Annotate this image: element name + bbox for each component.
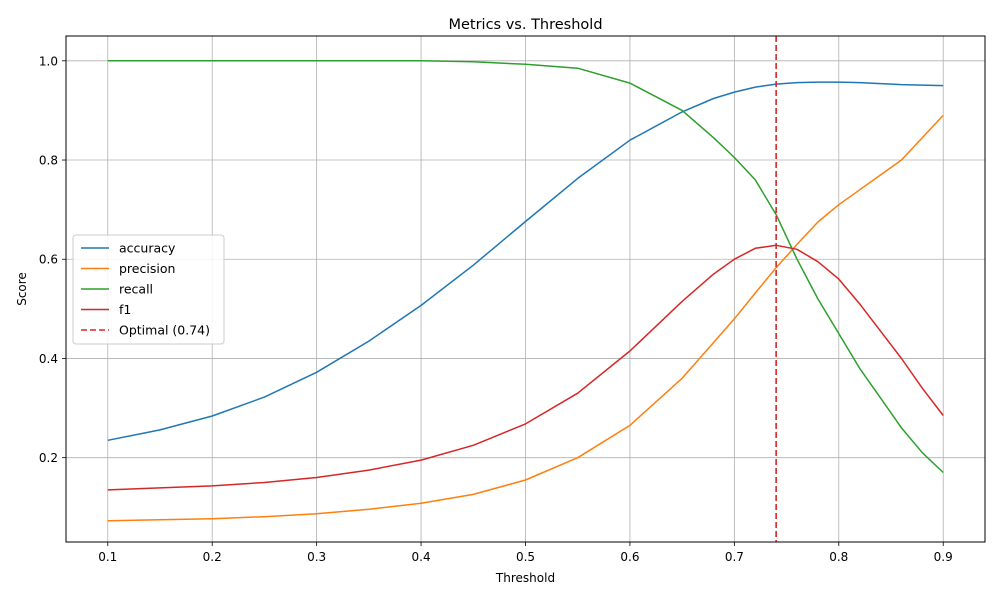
y-tick-label: 0.8: [39, 154, 58, 168]
x-tick-label: 0.6: [620, 550, 639, 564]
legend-label-accuracy: accuracy: [119, 241, 176, 256]
x-axis-label: Threshold: [495, 571, 555, 585]
legend-label-optimal: Optimal (0.74): [119, 323, 210, 338]
x-tick-label: 0.9: [934, 550, 953, 564]
x-axis-ticks: 0.1 0.2 0.3 0.4 0.5 0.6 0.7 0.8 0.9: [98, 542, 953, 564]
x-tick-label: 0.3: [307, 550, 326, 564]
legend: accuracy precision recall f1 Optimal (0.74): [72, 234, 225, 345]
y-tick-label: 0.2: [39, 451, 58, 465]
x-tick-label: 0.7: [725, 550, 744, 564]
y-tick-label: 0.4: [39, 352, 58, 366]
x-tick-label: 0.2: [203, 550, 222, 564]
y-tick-label: 0.6: [39, 253, 58, 267]
y-axis-ticks: 0.2 0.4 0.6 0.8 1.0: [39, 54, 66, 465]
chart-title: Metrics vs. Threshold: [448, 17, 602, 33]
legend-box: [72, 234, 225, 345]
y-tick-label: 1.0: [39, 54, 58, 68]
x-tick-label: 0.8: [829, 550, 848, 564]
series-lines: [107, 60, 944, 522]
x-tick-label: 0.5: [516, 550, 535, 564]
grid: [66, 36, 985, 542]
series-line-precision: [107, 114, 944, 522]
series-line-recall: [107, 60, 944, 474]
series-line-accuracy: [107, 81, 944, 442]
series-line-f1: [107, 244, 944, 491]
legend-label-f1: f1: [119, 302, 131, 317]
y-axis-label: Score: [15, 272, 29, 306]
legend-label-precision: precision: [119, 261, 175, 276]
legend-label-recall: recall: [119, 282, 153, 297]
x-tick-label: 0.4: [412, 550, 431, 564]
x-tick-label: 0.1: [98, 550, 117, 564]
